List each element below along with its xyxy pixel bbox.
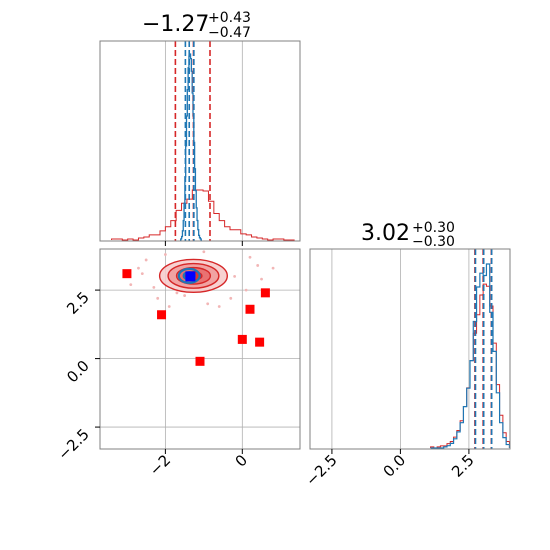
red-marker-3 (237, 334, 247, 344)
tick-br-x-0-label: −2.5 (302, 451, 340, 489)
scatter-point-7 (229, 296, 233, 300)
tick-bl-x-1-label: 0 (232, 451, 251, 470)
scatter-point-3 (163, 253, 167, 256)
tick-bl-y-2-label: −2.5 (54, 425, 92, 463)
hist-bottom-right (331, 249, 510, 449)
title-bottom-right: 3.02 +0.30 −0.30 (361, 220, 455, 250)
title-top-left-sup: +0.43 (208, 10, 251, 26)
scatter-point-4 (167, 305, 171, 308)
scatter-point-12 (202, 250, 206, 254)
title-bottom-right-value: 3.02 (361, 221, 410, 246)
hist-tl-red-steps (111, 189, 295, 241)
scatter-point-1 (144, 258, 148, 262)
blue-contour-level-0 (177, 267, 201, 284)
scatter-point-19 (137, 266, 140, 270)
title-top-left: −1.27 +0.43 −0.47 (142, 10, 251, 41)
tick-br-x-1-label: 0.0 (380, 451, 410, 481)
red-marker-0 (122, 269, 132, 279)
tick-bl-y-1-label: 0.0 (63, 357, 93, 387)
blue-marker (185, 271, 196, 282)
tick-bl-y-0-label: 2.5 (63, 288, 93, 318)
tick-br-x-2-label: 2.5 (448, 451, 478, 481)
scatter-point-6 (217, 305, 221, 308)
red-marker-1 (157, 310, 167, 320)
red-marker-4 (245, 304, 255, 314)
hist-tl-blue-steps (180, 53, 202, 241)
scatter-point-13 (140, 272, 144, 276)
scatter-point-0 (129, 283, 133, 287)
red-marker-6 (260, 288, 270, 298)
hist-top-left-frame (99, 40, 301, 242)
scatter-point-2 (156, 296, 160, 300)
title-bottom-right-sup: +0.30 (412, 220, 455, 236)
scatter-point-17 (256, 264, 260, 267)
scatter-point-15 (233, 274, 237, 278)
tick-bl-x-0-label: −2 (146, 451, 174, 479)
title-bottom-right-sub: −0.30 (412, 234, 455, 250)
hist-bottom-right-frame (309, 248, 511, 450)
scatter-point-5 (175, 291, 179, 295)
scatter-point-10 (271, 266, 275, 270)
hist-top-left (111, 41, 295, 241)
contour-bottom-left (100, 249, 300, 449)
scatter-point-8 (248, 255, 252, 259)
scatter-point-18 (152, 285, 156, 289)
scatter-point-11 (206, 302, 210, 306)
scatter-point-16 (183, 294, 187, 297)
red-marker-2 (195, 356, 205, 366)
red-marker-5 (255, 337, 265, 347)
title-top-left-value: −1.27 (142, 12, 209, 37)
hist-br-blue-steps (430, 263, 510, 449)
title-top-left-sub: −0.47 (208, 25, 251, 41)
scatter-point-9 (260, 277, 263, 281)
scatter-point-14 (244, 288, 248, 292)
